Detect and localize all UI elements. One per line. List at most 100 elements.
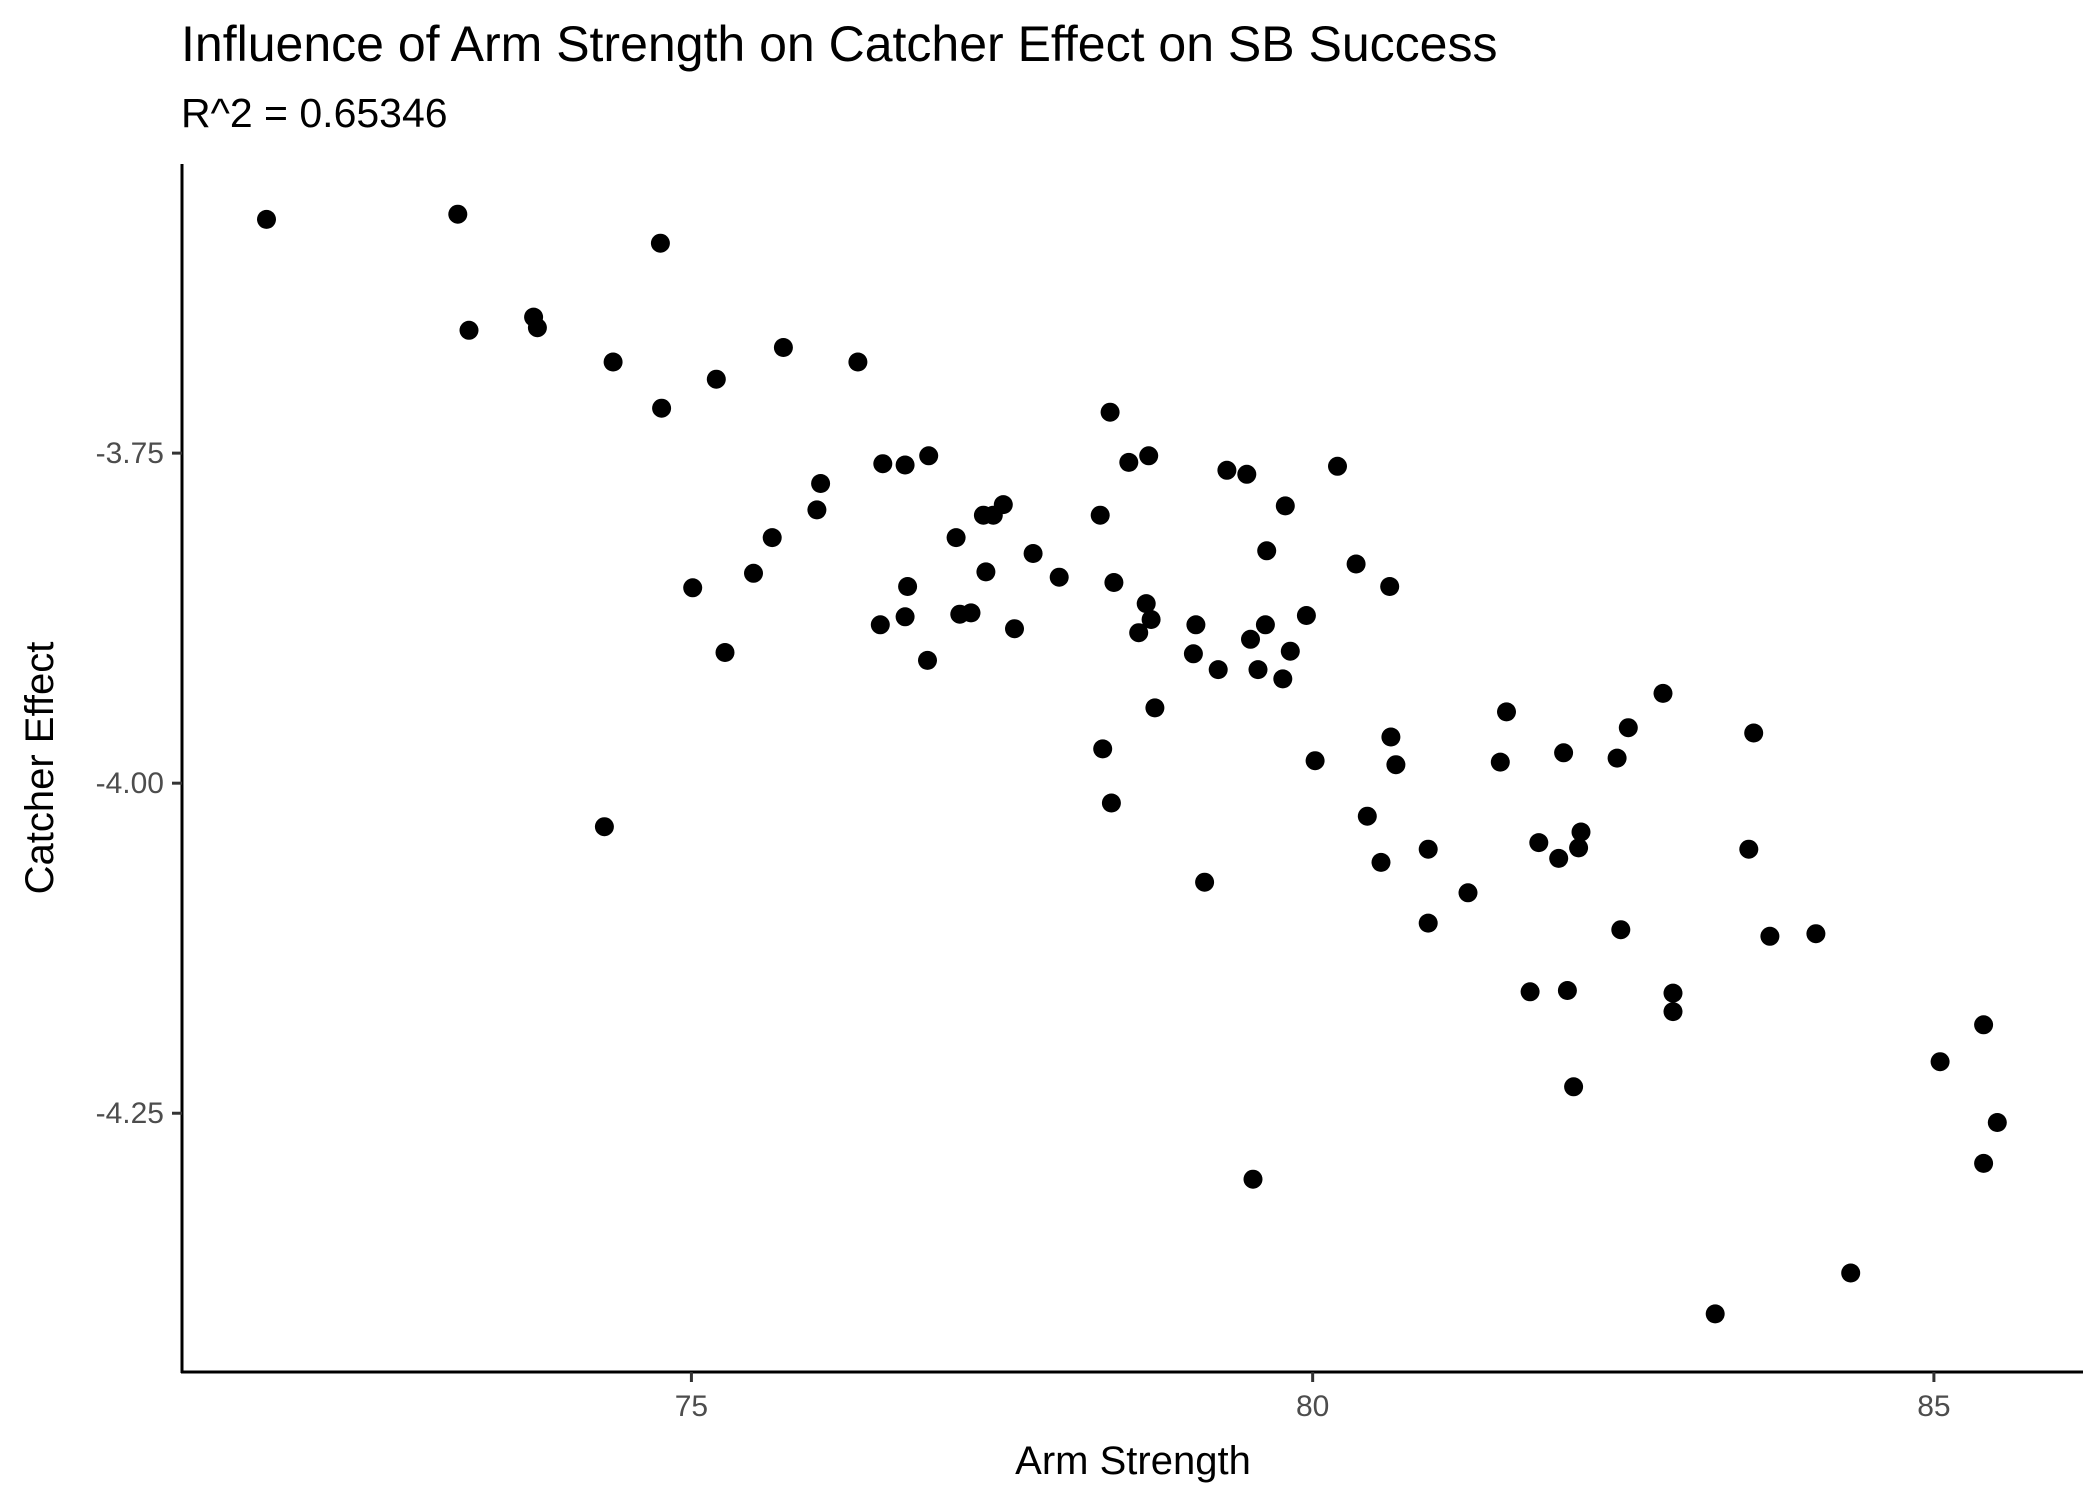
data-point xyxy=(1273,669,1293,689)
data-point xyxy=(1705,1304,1725,1324)
data-point xyxy=(1296,606,1316,625)
data-point xyxy=(1418,913,1438,933)
data-point xyxy=(898,577,918,596)
data-point xyxy=(1328,456,1347,476)
data-point xyxy=(1136,594,1156,614)
data-point xyxy=(1760,926,1780,946)
data-point xyxy=(1744,723,1764,743)
data-point xyxy=(1569,838,1589,858)
data-point xyxy=(1520,982,1540,1002)
data-point xyxy=(1183,644,1203,664)
data-point xyxy=(1618,718,1638,738)
points-layer xyxy=(257,204,2007,1324)
data-point xyxy=(946,528,966,548)
data-point xyxy=(459,320,479,340)
data-point xyxy=(1974,1015,1994,1035)
data-point xyxy=(1049,567,1069,587)
data-point xyxy=(1418,839,1438,859)
data-point xyxy=(848,352,868,372)
axes-layer xyxy=(180,164,2083,1374)
data-point xyxy=(1255,615,1275,635)
data-point xyxy=(919,446,939,466)
data-point xyxy=(683,578,703,598)
data-point xyxy=(706,369,726,389)
data-point xyxy=(1554,743,1574,763)
chart-subtitle: R^2 = 0.65346 xyxy=(181,90,448,136)
data-point xyxy=(1663,1002,1683,1022)
data-point xyxy=(1357,806,1377,826)
data-point xyxy=(1841,1263,1861,1283)
data-point xyxy=(807,500,827,520)
data-point xyxy=(773,338,793,357)
data-point xyxy=(1381,727,1401,747)
data-point xyxy=(652,398,672,418)
data-point xyxy=(1100,402,1120,422)
x-axis-title: Arm Strength xyxy=(1015,1439,1251,1483)
data-point xyxy=(1557,981,1577,1000)
data-point xyxy=(1571,822,1591,842)
data-point xyxy=(1280,641,1300,661)
data-point xyxy=(1139,446,1159,466)
data-point xyxy=(873,454,893,474)
data-point xyxy=(895,607,915,627)
data-point xyxy=(1093,739,1113,759)
x-axis-ticks: 75 80 85 xyxy=(675,1372,1951,1423)
data-point xyxy=(1275,496,1295,516)
data-point xyxy=(1739,839,1759,859)
data-point xyxy=(744,563,763,583)
x-tick-label: 75 xyxy=(675,1390,708,1423)
data-point xyxy=(1653,683,1673,703)
data-point xyxy=(1119,452,1139,472)
data-point xyxy=(1458,883,1478,903)
data-point xyxy=(1497,702,1516,722)
data-point xyxy=(1090,505,1110,525)
y-axis-ticks: -3.75 -4.00 -4.25 xyxy=(96,437,182,1130)
data-point xyxy=(594,817,614,837)
data-point xyxy=(1237,464,1257,484)
data-point xyxy=(603,352,623,372)
data-point xyxy=(762,528,782,548)
data-point xyxy=(918,650,937,670)
data-point xyxy=(1104,573,1124,592)
data-point xyxy=(1005,619,1024,639)
data-point xyxy=(811,474,831,493)
data-point xyxy=(1371,852,1391,872)
data-point xyxy=(1806,924,1826,944)
data-point xyxy=(1195,872,1215,892)
data-point xyxy=(1101,793,1121,813)
data-point xyxy=(1217,460,1237,480)
data-point xyxy=(1141,610,1161,629)
y-tick-label: -4.00 xyxy=(96,767,164,800)
data-point xyxy=(993,495,1013,515)
x-tick-label: 85 xyxy=(1917,1390,1950,1423)
chart-title: Influence of Arm Strength on Catcher Eff… xyxy=(181,16,1498,72)
data-point xyxy=(1930,1052,1950,1072)
data-point xyxy=(1380,577,1400,596)
data-point xyxy=(1663,983,1683,1003)
data-point xyxy=(1023,544,1043,563)
data-point xyxy=(1145,698,1165,718)
y-tick-label: -4.25 xyxy=(96,1097,164,1130)
x-tick-label: 80 xyxy=(1296,1390,1329,1423)
data-point xyxy=(1607,748,1627,768)
data-point xyxy=(976,562,996,582)
data-point xyxy=(1564,1077,1584,1097)
data-point xyxy=(1490,752,1510,772)
data-point xyxy=(1208,660,1228,680)
data-point xyxy=(257,209,276,229)
data-point xyxy=(961,603,981,623)
data-point xyxy=(1549,848,1569,868)
data-point xyxy=(527,318,547,338)
data-point xyxy=(1305,751,1325,771)
data-point xyxy=(870,615,890,635)
data-point xyxy=(1529,833,1549,853)
data-point xyxy=(1611,920,1631,940)
data-point xyxy=(448,204,468,224)
data-point xyxy=(1186,615,1206,635)
y-tick-label: -3.75 xyxy=(96,437,164,470)
data-point xyxy=(650,233,670,253)
data-point xyxy=(1987,1113,2007,1132)
data-point xyxy=(715,643,735,662)
y-axis-title: Catcher Effect xyxy=(18,642,62,895)
